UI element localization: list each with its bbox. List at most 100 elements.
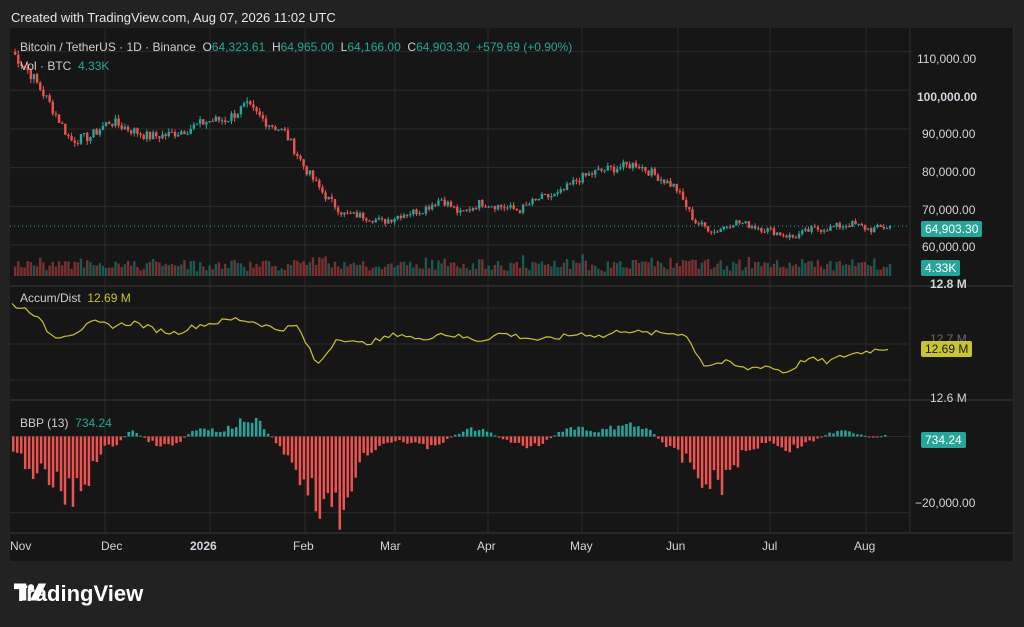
bbp-bar [828, 432, 831, 437]
candle-body [239, 106, 243, 115]
candle-body [79, 134, 83, 144]
candle-body [763, 231, 766, 233]
volume-bar [625, 267, 628, 276]
volume-bar [170, 263, 174, 276]
volume-bar [474, 268, 478, 276]
chart-area[interactable]: Bitcoin / TetherUS · 1D · Binance O64,32… [10, 28, 1014, 561]
high-label: H [271, 40, 281, 54]
bbp-bar [310, 436, 314, 479]
bbp-bar [824, 435, 827, 437]
bbp-bar [748, 436, 752, 451]
tradingview-brand[interactable]: TradingView [14, 581, 143, 607]
candle-body [142, 135, 145, 140]
volume-bar [48, 265, 51, 276]
candle-body [656, 174, 660, 181]
candle-body [70, 136, 73, 141]
bbp-bar [394, 436, 397, 442]
volume-bar [330, 267, 334, 276]
volume-bar [164, 263, 167, 276]
bbp-label[interactable]: BBP (13) [20, 416, 69, 430]
volume-label[interactable]: Vol · BTC [20, 59, 72, 73]
bbp-bar [581, 427, 584, 437]
candle-body [23, 65, 26, 68]
candle-body [769, 228, 773, 230]
change-value: +579.69 (+0.90%) [476, 40, 573, 54]
candle-body [594, 170, 597, 175]
bbp-bar [780, 436, 783, 448]
volume-bar [271, 266, 274, 276]
accum-dist-label[interactable]: Accum/Dist [20, 291, 81, 305]
bbp-bar [553, 435, 557, 437]
candle-body [365, 218, 368, 221]
bbp-bar [99, 436, 103, 455]
volume-bar [173, 265, 177, 276]
bbp-bar [183, 436, 186, 438]
volume-bar [603, 271, 606, 276]
volume-bar [653, 266, 657, 276]
volume-bar [456, 266, 459, 276]
candle-body [719, 229, 722, 232]
volume-bar [478, 259, 481, 276]
bbp-bar [159, 436, 162, 447]
x-tick-label: Feb [293, 539, 314, 553]
candle-body [791, 234, 794, 238]
bbp-bar [318, 436, 322, 519]
volume-bar [180, 264, 183, 276]
candle-body [813, 226, 816, 228]
candle-body [236, 114, 239, 118]
volume-bar [590, 264, 594, 276]
candle-body [434, 204, 437, 206]
bbp-bar [302, 436, 306, 480]
volume-bar [876, 269, 879, 276]
bbp-tag: 734.24 [921, 432, 966, 448]
x-tick-label: Apr [477, 539, 496, 553]
bbp-bar [382, 436, 385, 444]
candle-body [587, 173, 591, 176]
volume-bar [283, 269, 287, 276]
volume-bar [637, 262, 641, 276]
volume-bar [628, 268, 631, 276]
bbp-bar [143, 436, 146, 438]
volume-bar [562, 262, 566, 276]
candle-body [732, 225, 735, 228]
candle-body [452, 206, 456, 208]
candle-body [863, 225, 867, 230]
bbp-bar [254, 417, 258, 437]
candle-body [600, 168, 603, 171]
candle-body [832, 226, 835, 228]
volume-bar [183, 260, 186, 276]
bbp-bar [728, 436, 732, 470]
volume-bar [286, 264, 290, 276]
volume-bar [656, 261, 660, 276]
candle-body [822, 230, 826, 232]
candle-body [129, 130, 133, 134]
candle-body [374, 219, 377, 223]
bbp-bar [661, 436, 664, 443]
candle-body [816, 227, 820, 230]
volume-bar [534, 262, 537, 276]
volume-bar [412, 267, 415, 276]
volume-bar [537, 263, 540, 276]
candle-body [474, 207, 478, 209]
candle-body [114, 118, 117, 126]
candle-body [67, 134, 70, 137]
volume-bar [302, 261, 305, 276]
volume-bar [111, 267, 114, 276]
candle-body [267, 125, 271, 127]
bbp-bar [135, 432, 138, 437]
volume-bar [230, 260, 233, 276]
symbol-label[interactable]: Bitcoin / TetherUS · 1D · Binance [20, 40, 196, 54]
candle-body [383, 218, 387, 224]
candle-body [227, 120, 230, 122]
bbp-bar [115, 436, 119, 446]
candle-body [876, 224, 879, 228]
candle-body [233, 113, 236, 118]
bbp-bar [872, 436, 875, 438]
bbp-bar [529, 436, 533, 447]
bbp-bar [274, 436, 278, 444]
candle-body [17, 54, 20, 64]
bbp-bar [665, 436, 668, 448]
x-tick-label: Mar [380, 539, 401, 553]
bbp-bar [764, 436, 768, 444]
candle-body [584, 173, 588, 176]
